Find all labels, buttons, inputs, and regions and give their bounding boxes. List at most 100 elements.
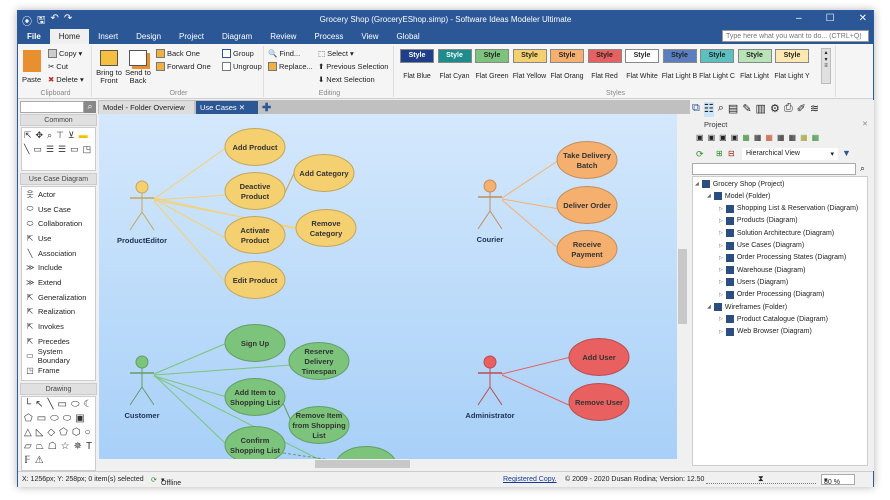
style-swatch[interactable]: Style (662, 49, 697, 63)
document-icon[interactable]: ▤ (727, 103, 739, 115)
cut-button[interactable]: ✂ Cut (48, 62, 68, 71)
pointer-icon[interactable]: ⇱ (24, 130, 32, 140)
association-line[interactable] (501, 356, 572, 375)
use-case[interactable] (556, 186, 618, 224)
bring-to-front-button[interactable]: Bring to Front (96, 50, 122, 85)
diamond-icon[interactable]: ◇ (47, 427, 56, 438)
hexagon-icon[interactable]: ⬡ (71, 427, 81, 438)
new-diagram-icon[interactable]: ▣ (696, 133, 704, 142)
previous-selection-button[interactable]: ⬆ Previous Selection (318, 62, 388, 71)
tool-invokes[interactable]: ⇱ Invokes (22, 319, 95, 334)
expand-arrow-icon[interactable]: ▷ (719, 230, 723, 237)
layers-icon[interactable]: ≋ (809, 103, 820, 115)
search-icon[interactable]: ⌕ (84, 101, 96, 113)
expand-arrow-icon[interactable]: ▷ (719, 316, 723, 323)
tab-review[interactable]: Review (270, 32, 297, 41)
copy-button[interactable]: Copy ▾ (48, 49, 82, 58)
undo-icon[interactable]: ↶ (50, 13, 59, 24)
expand-arrow-icon[interactable]: ◢ (695, 181, 699, 187)
minimize-button[interactable]: – (796, 13, 802, 24)
tree-item[interactable]: ▷ Use Cases (Diagram) (719, 241, 804, 250)
tree-item[interactable]: ▷ Shopping List & Reservation (Diagram) (719, 204, 858, 213)
tell-me-input[interactable] (722, 30, 869, 42)
expand-all-icon[interactable]: ⊞ (716, 149, 723, 158)
script-icon[interactable]: ✐ (796, 103, 806, 115)
association-line[interactable] (153, 375, 228, 398)
actor-head[interactable] (483, 355, 497, 369)
tool-use-case[interactable]: ⬭ Use Case (22, 202, 95, 217)
blob-icon[interactable]: ⬠ (24, 413, 33, 424)
connector-icon[interactable]: └ (24, 399, 32, 410)
rich-text-icon[interactable]: 𝔽 (24, 455, 31, 466)
association-line[interactable] (501, 374, 572, 407)
replace-button[interactable]: Replace... (268, 62, 313, 71)
actor-label[interactable]: ProductEditor (117, 236, 167, 245)
tree-item[interactable]: ▷ Order Processing States (Diagram) (719, 253, 846, 262)
use-case[interactable] (224, 128, 286, 166)
callout-icon[interactable]: ☖ (47, 441, 57, 452)
tree-item[interactable]: ▷ Products (Diagram) (719, 216, 798, 225)
association-line[interactable] (501, 199, 560, 250)
use-case[interactable] (224, 324, 286, 362)
use-case[interactable] (288, 406, 350, 444)
tool-realization[interactable]: ⇱ Realization (22, 305, 95, 320)
association-line[interactable] (153, 375, 339, 470)
scroll-thumb[interactable] (678, 249, 687, 324)
drawing-section-header[interactable]: Drawing (20, 383, 97, 395)
style-swatch[interactable]: Style (775, 49, 809, 63)
registered-copy-link[interactable]: Registered Copy. (503, 476, 557, 483)
table-icon[interactable]: ☰ (45, 144, 55, 154)
tab-design[interactable]: Design (136, 32, 162, 41)
tab-process[interactable]: Process (314, 32, 344, 41)
diagram-type-icon[interactable]: ▦ (776, 133, 785, 142)
tab-project[interactable]: Project (179, 32, 204, 41)
use-case[interactable] (224, 261, 286, 299)
common-section-header[interactable]: Common (20, 114, 97, 126)
maximize-button[interactable]: ☐ (825, 13, 835, 24)
tab-insert[interactable]: Insert (98, 32, 119, 41)
tree-item[interactable]: ▷ Warehouse (Diagram) (719, 266, 805, 275)
style-swatch[interactable]: Style (737, 49, 772, 63)
add-tab-button[interactable]: ✚ (262, 102, 272, 114)
diagram-type-icon[interactable]: ▦ (788, 133, 797, 142)
collapse-all-icon[interactable]: ⊟ (728, 149, 735, 158)
use-case[interactable] (293, 154, 355, 192)
scroll-thumb[interactable] (315, 460, 410, 468)
format-painter-icon[interactable]: ⊤ (56, 130, 64, 140)
association-line[interactable] (153, 198, 228, 240)
association-line[interactable] (153, 364, 292, 376)
close-button[interactable]: ✕ (858, 13, 867, 24)
arrow-icon[interactable]: ↖ (35, 399, 44, 410)
actor-head[interactable] (483, 179, 497, 193)
triangle-icon[interactable]: △ (24, 427, 32, 438)
search-icon[interactable]: ⌕ (859, 163, 866, 173)
next-selection-button[interactable]: ⬇ Next Selection (318, 75, 375, 84)
rounded-rect-icon[interactable]: ▭ (36, 413, 47, 424)
association-line[interactable] (501, 159, 560, 199)
delete-button[interactable]: ✖ Delete ▾ (48, 75, 84, 84)
expand-arrow-icon[interactable]: ▷ (719, 328, 723, 335)
import-icon[interactable]: ▣ (719, 133, 727, 142)
association-line[interactable] (153, 194, 228, 201)
folder-icon[interactable]: ▭ (70, 144, 79, 154)
expand-arrow-icon[interactable]: ▷ (719, 242, 723, 249)
circle-icon[interactable]: ○ (84, 427, 91, 438)
tree-item[interactable]: ▷ Web Browser (Diagram) (719, 327, 812, 336)
tab-diagram[interactable]: Diagram (221, 32, 253, 41)
style-swatch[interactable]: Style (475, 49, 509, 63)
frame-rect-icon[interactable]: ▣ (75, 413, 85, 424)
frame-icon[interactable]: ◳ (82, 144, 92, 154)
association-line[interactable] (153, 200, 228, 285)
ellipse-icon[interactable]: ⬭ (70, 399, 80, 410)
style-swatch[interactable]: Style (550, 49, 584, 63)
diagram-type-icon[interactable]: ▦ (742, 133, 750, 142)
style-swatch[interactable]: Style (700, 49, 734, 63)
moon-icon[interactable]: ☾ (83, 399, 93, 410)
use-case[interactable] (295, 209, 357, 247)
actor-label[interactable]: Customer (124, 411, 159, 420)
sparkle-icon[interactable]: ✵ (73, 441, 83, 452)
zoom-dropdown[interactable]: 80 % ▾ (821, 474, 855, 486)
association-line[interactable] (153, 342, 228, 375)
tool-system-boundary[interactable]: ▭ System Boundary (22, 347, 95, 365)
